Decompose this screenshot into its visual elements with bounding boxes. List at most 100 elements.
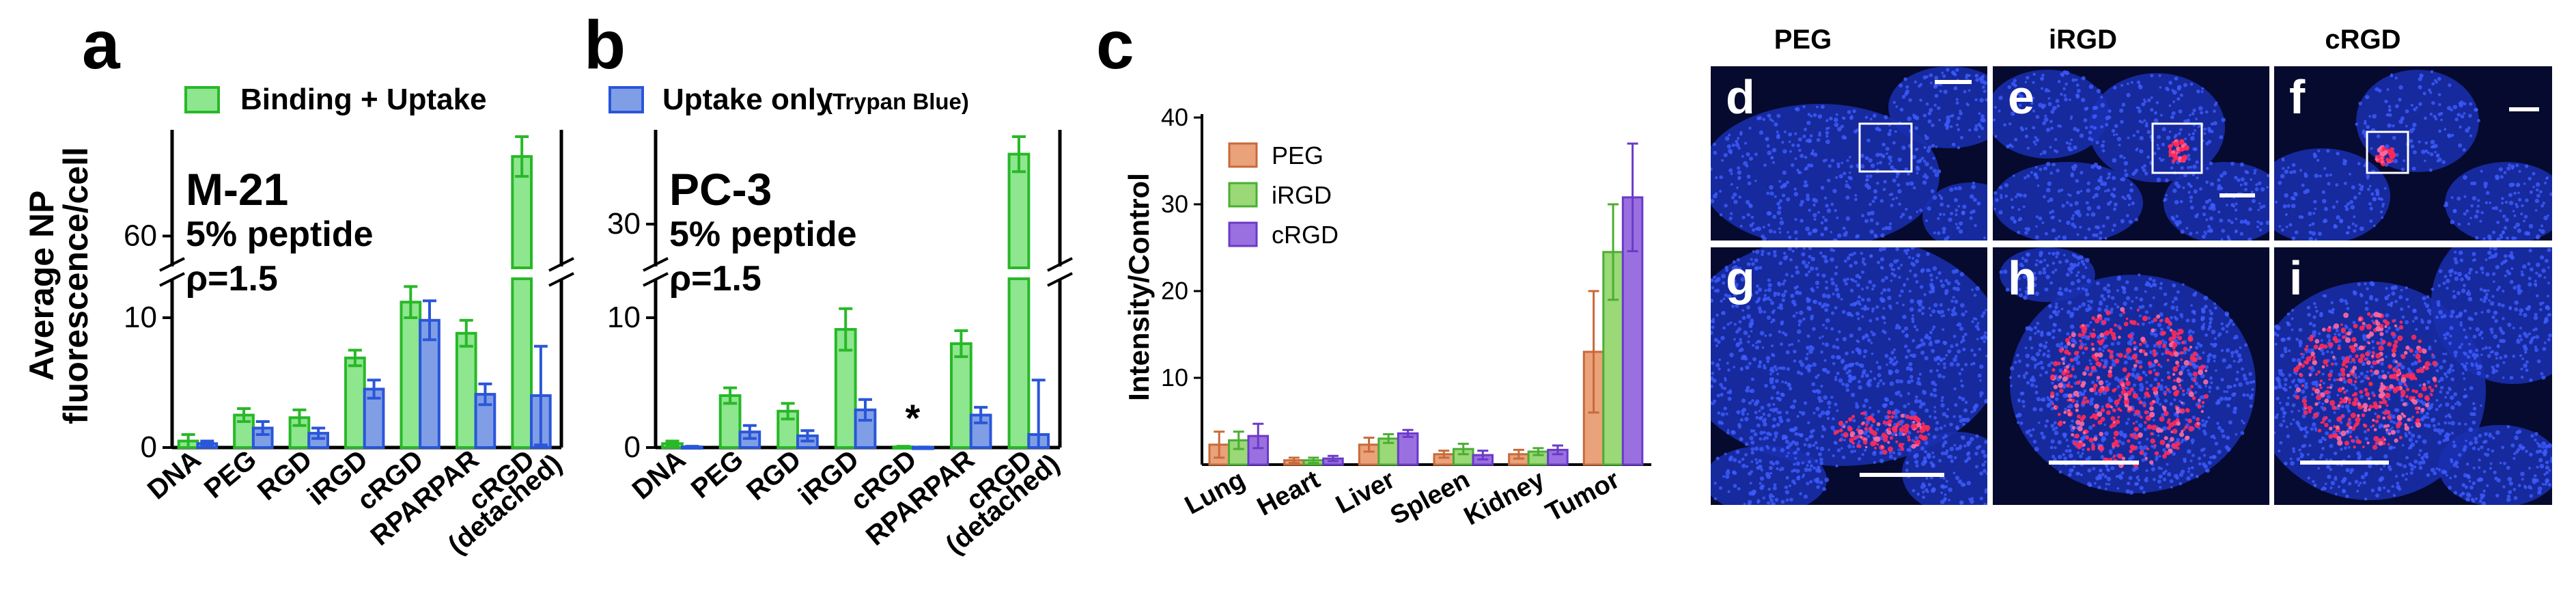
nucleus-dot	[2080, 393, 2084, 396]
nucleus-dot	[1757, 297, 1761, 301]
nucleus-dot	[1754, 290, 1759, 294]
nucleus-dot	[1922, 113, 1927, 118]
nucleus-dot	[2429, 112, 2433, 116]
nucleus-dot	[1733, 200, 1738, 204]
nucleus-dot	[1767, 446, 1770, 450]
np-signal-dot	[2071, 343, 2075, 348]
nucleus-dot	[1966, 480, 1972, 486]
nucleus-dot	[2431, 101, 2435, 105]
nucleus-dot	[1832, 417, 1835, 421]
nucleus-dot	[1828, 406, 1831, 409]
nucleus-dot	[1770, 344, 1774, 348]
nucleus-dot	[2085, 292, 2090, 297]
nucleus-dot	[1817, 452, 1822, 456]
nucleus-dot	[1879, 161, 1883, 165]
nucleus-dot	[2327, 182, 2331, 186]
nucleus-dot	[2350, 383, 2353, 386]
nucleus-dot	[1818, 131, 1821, 135]
nucleus-dot	[2494, 351, 2499, 357]
nucleus-dot	[1754, 258, 1759, 263]
nucleus-dot	[2080, 189, 2083, 193]
nucleus-dot	[1767, 211, 1772, 216]
nucleus-dot	[2144, 373, 2148, 377]
nucleus-dot	[2170, 115, 2174, 120]
nucleus-dot	[2099, 230, 2103, 235]
nucleus-dot	[2164, 178, 2169, 183]
nucleus-dot	[2440, 118, 2443, 122]
nucleus-dot	[2021, 270, 2027, 275]
nucleus-dot	[1902, 314, 1907, 320]
nucleus-dot	[1894, 130, 1897, 133]
nucleus-dot	[1946, 281, 1951, 286]
np-signal-dot	[2109, 355, 2114, 359]
nucleus-dot	[2216, 422, 2220, 425]
nucleus-dot	[1894, 391, 1899, 396]
nucleus-dot	[2032, 283, 2037, 288]
np-signal-dot	[2153, 444, 2157, 448]
np-signal-dot	[2059, 388, 2064, 394]
nucleus-dot	[1833, 441, 1837, 444]
np-signal-dot	[2082, 326, 2088, 331]
nucleus-dot	[2112, 223, 2116, 228]
nucleus-dot	[1972, 361, 1976, 366]
np-signal-dot	[2387, 149, 2392, 155]
nucleus-dot	[2192, 173, 2195, 176]
nucleus-dot	[1985, 354, 1987, 357]
nucleus-dot	[2223, 390, 2226, 393]
nucleus-dot	[1716, 456, 1720, 461]
nucleus-dot	[1812, 443, 1816, 447]
nucleus-dot	[2042, 150, 2047, 155]
nucleus-dot	[2144, 124, 2148, 128]
nucleus-dot	[2139, 486, 2144, 491]
nucleus-dot	[1920, 446, 1924, 451]
nucleus-dot	[1836, 233, 1842, 238]
np-signal-dot	[1886, 430, 1892, 435]
nucleus-dot	[2151, 467, 2155, 471]
nucleus-dot	[1881, 247, 1886, 251]
nucleus-dot	[1758, 309, 1763, 314]
nucleus-dot	[1795, 247, 1798, 249]
nucleus-dot	[1959, 500, 1964, 505]
nucleus-dot	[1750, 215, 1754, 219]
nucleus-dot	[1879, 458, 1884, 463]
nucleus-dot	[2014, 361, 2017, 364]
x-tick-label: Kidney	[1459, 465, 1550, 532]
nucleus-dot	[2342, 161, 2347, 166]
np-signal-dot	[2146, 387, 2149, 391]
nucleus-dot	[2426, 424, 2431, 428]
nucleus-dot	[2274, 415, 2278, 420]
nucleus-dot	[2535, 335, 2540, 340]
nucleus-dot	[2125, 280, 2129, 284]
nucleus-dot	[1952, 471, 1956, 475]
nucleus-dot	[2066, 310, 2071, 314]
nucleus-dot	[1764, 289, 1767, 292]
nucleus-dot	[1973, 409, 1976, 412]
nucleus-dot	[1964, 400, 1968, 404]
nucleus-dot	[2191, 318, 2196, 323]
nucleus-dot	[1850, 253, 1854, 257]
nucleus-dot	[1734, 290, 1737, 293]
nucleus-dot	[1965, 458, 1969, 462]
nucleus-dot	[2166, 371, 2170, 375]
nucleus-dot	[2166, 325, 2170, 330]
nucleus-dot	[1783, 290, 1787, 294]
nucleus-dot	[2074, 201, 2079, 206]
nucleus-dot	[2031, 375, 2035, 379]
nucleus-dot	[1750, 470, 1754, 473]
nucleus-dot	[1999, 270, 2004, 274]
nucleus-dot	[1920, 351, 1925, 355]
nucleus-dot	[2094, 391, 2099, 396]
nucleus-dot	[2159, 282, 2164, 286]
nucleus-dot	[1766, 144, 1770, 148]
nucleus-dot	[1993, 207, 1996, 210]
nucleus-dot	[2528, 276, 2532, 281]
nucleus-dot	[1952, 306, 1957, 310]
nucleus-dot	[2276, 413, 2279, 416]
nucleus-dot	[1882, 288, 1887, 292]
nucleus-dot	[1849, 288, 1854, 293]
nucleus-dot	[1820, 105, 1825, 109]
nucleus-dot	[2362, 130, 2366, 135]
nucleus-dot	[1952, 415, 1956, 419]
nucleus-dot	[2534, 312, 2538, 316]
nucleus-dot	[2107, 171, 2112, 176]
